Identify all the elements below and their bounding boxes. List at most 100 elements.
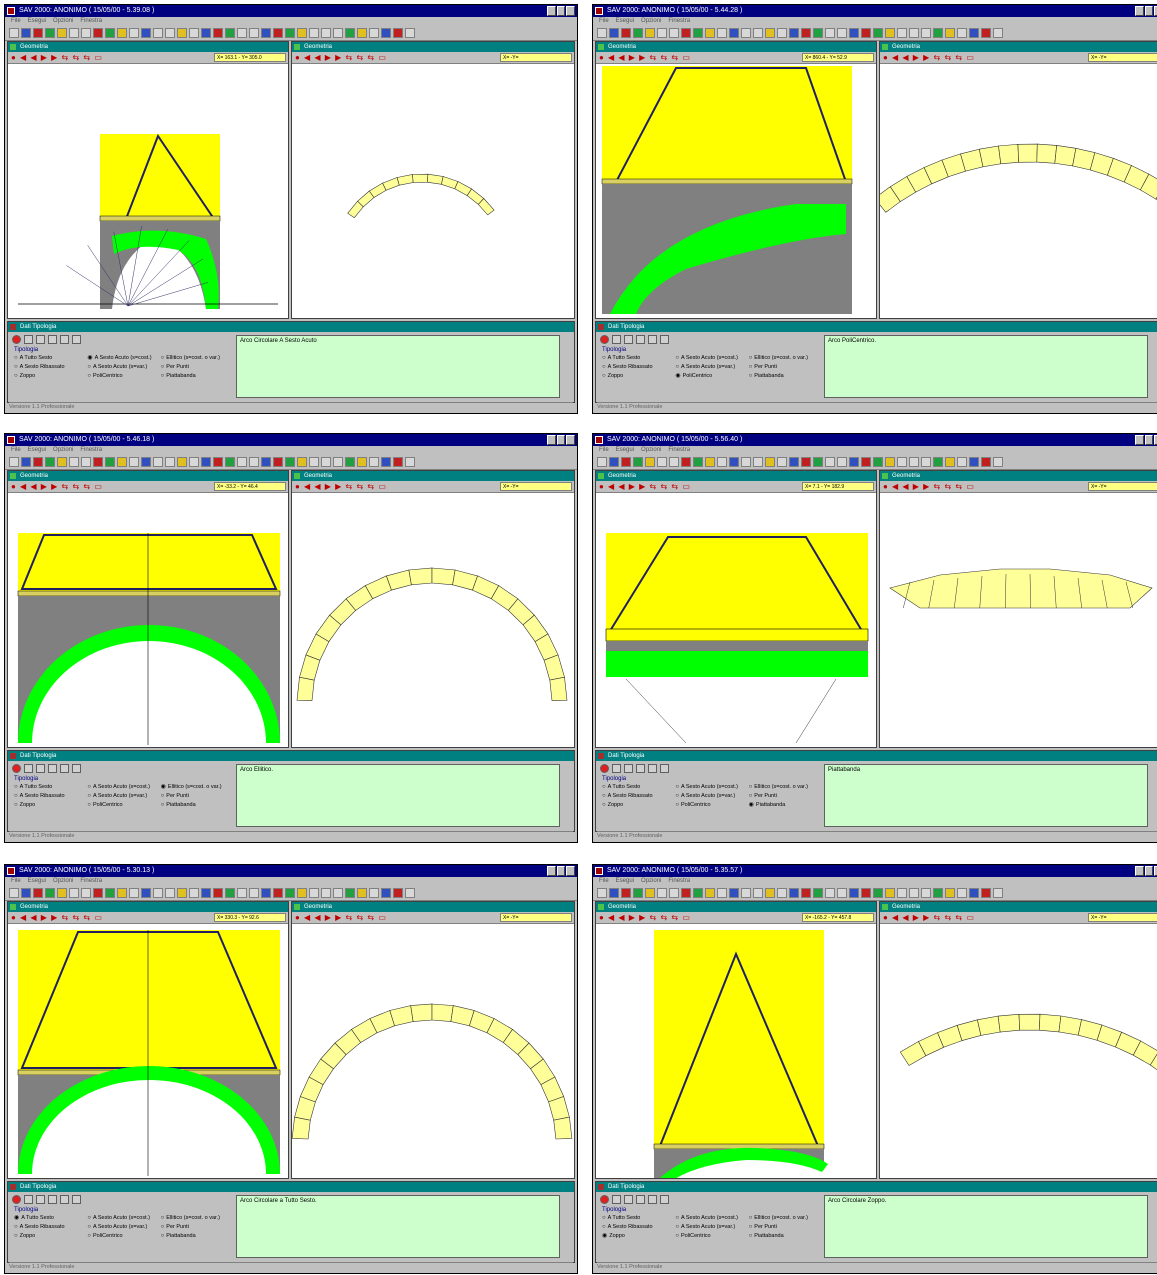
toolbar-button[interactable]: [405, 888, 415, 898]
arch-geometry-canvas[interactable]: [596, 493, 876, 747]
nav-arrows-icon[interactable]: ● ◀ ◀ ▶ ▶ ⇆ ⇆ ⇆ ▭: [883, 53, 975, 62]
toolbar-button[interactable]: [729, 457, 739, 467]
menu-esegui[interactable]: Esegui: [615, 447, 635, 453]
toolbar-button[interactable]: [837, 28, 847, 38]
edit-icon[interactable]: [636, 335, 645, 344]
tipologia-radio[interactable]: A Sesto Acuto (s=cost.): [87, 783, 158, 791]
toolbar-button[interactable]: [609, 457, 619, 467]
toolbar-button[interactable]: [273, 28, 283, 38]
toolbar-button[interactable]: [57, 28, 67, 38]
toolbar-button[interactable]: [165, 888, 175, 898]
save-icon[interactable]: [60, 335, 69, 344]
arch-geometry-canvas[interactable]: [596, 924, 876, 1178]
tipologia-radio[interactable]: A Sesto Acuto (s=cost.): [87, 1214, 158, 1222]
toolbar-button[interactable]: [369, 888, 379, 898]
toolbar-button[interactable]: [57, 888, 67, 898]
toolbar-button[interactable]: [237, 888, 247, 898]
toolbar-button[interactable]: [645, 888, 655, 898]
toolbar-button[interactable]: [141, 888, 151, 898]
toolbar-button[interactable]: [213, 28, 223, 38]
tipologia-radio[interactable]: Ellitico (s=cost. o var.): [749, 783, 820, 791]
tipologia-radio[interactable]: Piattabanda: [161, 1232, 232, 1240]
edit-icon[interactable]: [636, 1195, 645, 1204]
tipologia-radio[interactable]: A Sesto Acuto (s=var.): [87, 1223, 158, 1231]
toolbar-button[interactable]: [681, 457, 691, 467]
toolbar-button[interactable]: [261, 28, 271, 38]
toolbar-button[interactable]: [105, 28, 115, 38]
toolbar-button[interactable]: [597, 888, 607, 898]
tipologia-radio[interactable]: Ellitico (s=cost. o var.): [161, 354, 232, 362]
toolbar-button[interactable]: [93, 888, 103, 898]
menu-file[interactable]: File: [11, 18, 21, 24]
toolbar-button[interactable]: [177, 28, 187, 38]
tool-icon[interactable]: [624, 335, 633, 344]
tipologia-radio[interactable]: A Tutto Sesto: [602, 783, 673, 791]
toolbar-button[interactable]: [201, 888, 211, 898]
toolbar-button[interactable]: [321, 28, 331, 38]
description-textarea[interactable]: Piattabanda: [824, 764, 1148, 827]
description-textarea[interactable]: Arco Circolare Zoppo.: [824, 1195, 1148, 1258]
toolbar-button[interactable]: [945, 888, 955, 898]
toolbar-button[interactable]: [933, 888, 943, 898]
chart-icon[interactable]: [24, 1195, 33, 1204]
toolbar-button[interactable]: [129, 457, 139, 467]
toolbar-button[interactable]: [873, 457, 883, 467]
toolbar-button[interactable]: [729, 888, 739, 898]
toolbar-button[interactable]: [921, 888, 931, 898]
toolbar-button[interactable]: [189, 888, 199, 898]
toolbar-button[interactable]: [345, 457, 355, 467]
toolbar-button[interactable]: [165, 28, 175, 38]
toolbar-button[interactable]: [693, 28, 703, 38]
nav-arrows-icon[interactable]: ● ◀ ◀ ▶ ▶ ⇆ ⇆ ⇆ ▭: [295, 53, 387, 62]
toolbar-button[interactable]: [381, 888, 391, 898]
toolbar-button[interactable]: [921, 457, 931, 467]
toolbar-button[interactable]: [81, 888, 91, 898]
toolbar-button[interactable]: [597, 28, 607, 38]
toolbar-button[interactable]: [105, 457, 115, 467]
toolbar-button[interactable]: [873, 888, 883, 898]
toolbar-button[interactable]: [117, 457, 127, 467]
toolbar-button[interactable]: [717, 28, 727, 38]
toolbar-button[interactable]: [9, 28, 19, 38]
toolbar-button[interactable]: [813, 888, 823, 898]
stop-icon[interactable]: [12, 1195, 21, 1204]
toolbar-button[interactable]: [81, 457, 91, 467]
menu-finestra[interactable]: Finestra: [668, 878, 691, 884]
minimize-button[interactable]: [547, 435, 556, 445]
menu-finestra[interactable]: Finestra: [80, 447, 103, 453]
toolbar-button[interactable]: [129, 888, 139, 898]
monitor-icon[interactable]: [660, 1195, 669, 1204]
tipologia-radio[interactable]: Piattabanda: [749, 1232, 820, 1240]
toolbar-button[interactable]: [861, 888, 871, 898]
nav-arrows-icon[interactable]: ● ◀ ◀ ▶ ▶ ⇆ ⇆ ⇆ ▭: [599, 53, 691, 62]
tipologia-radio[interactable]: Zoppo: [14, 372, 85, 380]
tipologia-radio[interactable]: PoliCentrico: [675, 801, 746, 809]
tipologia-radio[interactable]: A Sesto Acuto (s=var.): [87, 363, 158, 371]
toolbar-button[interactable]: [849, 28, 859, 38]
toolbar-button[interactable]: [801, 457, 811, 467]
toolbar-button[interactable]: [9, 457, 19, 467]
toolbar-button[interactable]: [777, 457, 787, 467]
toolbar-button[interactable]: [969, 28, 979, 38]
monitor-icon[interactable]: [72, 764, 81, 773]
tool-icon[interactable]: [36, 1195, 45, 1204]
toolbar-button[interactable]: [981, 888, 991, 898]
toolbar-button[interactable]: [213, 888, 223, 898]
save-icon[interactable]: [648, 764, 657, 773]
toolbar-button[interactable]: [945, 457, 955, 467]
menu-file[interactable]: File: [11, 447, 21, 453]
toolbar-button[interactable]: [753, 457, 763, 467]
close-button[interactable]: [566, 866, 576, 876]
tipologia-radio[interactable]: PoliCentrico: [87, 801, 158, 809]
toolbar-button[interactable]: [225, 457, 235, 467]
toolbar-button[interactable]: [645, 28, 655, 38]
toolbar-button[interactable]: [153, 888, 163, 898]
toolbar-button[interactable]: [861, 28, 871, 38]
toolbar-button[interactable]: [357, 28, 367, 38]
tipologia-radio[interactable]: A Sesto Acuto (s=var.): [675, 363, 746, 371]
minimize-button[interactable]: [1135, 6, 1144, 16]
toolbar-button[interactable]: [21, 28, 31, 38]
toolbar-button[interactable]: [753, 888, 763, 898]
toolbar-button[interactable]: [129, 28, 139, 38]
toolbar-button[interactable]: [921, 28, 931, 38]
